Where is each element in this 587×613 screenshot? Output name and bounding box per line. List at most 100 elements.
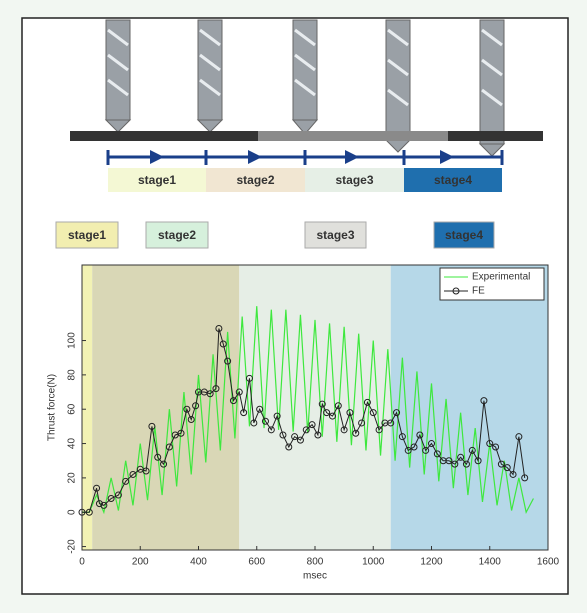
data-point: [422, 446, 430, 454]
x-tick-label: 200: [132, 557, 149, 568]
y-tick-label: 100: [67, 332, 78, 349]
y-tick-label: -20: [67, 539, 78, 554]
data-point: [451, 460, 459, 468]
data-point: [206, 390, 214, 398]
y-axis-label: Thrust force(N): [47, 374, 58, 441]
y-tick-label: 60: [67, 403, 78, 415]
stage-key-label: stage4: [445, 228, 483, 242]
data-point: [256, 405, 264, 413]
data-point: [328, 412, 336, 420]
data-point: [100, 501, 108, 509]
data-point: [369, 409, 377, 417]
data-point: [474, 457, 482, 465]
data-point: [267, 426, 275, 434]
data-point: [509, 470, 517, 478]
data-point: [192, 402, 200, 410]
plot-border: [81, 264, 549, 551]
x-tick-label: 1400: [479, 557, 502, 568]
data-point: [358, 419, 366, 427]
x-tick-label: 600: [248, 557, 265, 568]
data-point: [515, 433, 523, 441]
data-point: [486, 440, 494, 448]
data-point: [492, 443, 500, 451]
x-tick-label: 1000: [362, 557, 385, 568]
legend-marker: [452, 287, 460, 295]
stage-region: [82, 265, 93, 550]
data-point: [250, 419, 258, 427]
stage-box: [108, 168, 206, 192]
data-point: [308, 421, 316, 429]
data-point: [296, 436, 304, 444]
data-point: [107, 494, 115, 502]
data-point: [279, 431, 287, 439]
timeline: [106, 150, 504, 165]
data-point: [160, 460, 168, 468]
data-point: [468, 446, 476, 454]
data-point: [416, 431, 424, 439]
stage-key-label: stage2: [158, 228, 196, 242]
x-tick-label: 1600: [537, 557, 560, 568]
data-point: [462, 460, 470, 468]
data-point: [428, 440, 435, 448]
drill-flutes: [107, 28, 503, 107]
data-point: [142, 467, 150, 475]
stages: stage1 stage2 stage3 stage4 stage1 stage2 stag…: [55, 168, 502, 249]
stage-region: [390, 265, 548, 550]
data-point: [229, 397, 237, 405]
stage-key: [304, 221, 367, 249]
x-tick-label: 0: [79, 557, 85, 568]
data-point: [154, 453, 162, 461]
data-point: [302, 426, 310, 434]
stage-label: stage4: [434, 173, 472, 187]
data-point: [122, 477, 130, 485]
stage-key-label: stage1: [68, 228, 106, 242]
data-point: [183, 405, 191, 413]
workpiece: [70, 131, 543, 141]
data-point: [521, 474, 529, 482]
legend-box: [439, 267, 545, 301]
legend-label: Experimental: [472, 272, 530, 283]
data-point: [224, 357, 232, 365]
data-point: [215, 325, 223, 333]
data-point: [129, 470, 137, 478]
data-point: [261, 417, 269, 425]
stage-label: stage3: [335, 173, 373, 187]
stage-label: stage1: [138, 173, 176, 187]
data-point: [410, 443, 418, 451]
data-point: [445, 457, 453, 465]
data-point: [387, 419, 395, 427]
x-tick-label: 800: [307, 557, 324, 568]
y-tick-label: 20: [67, 472, 78, 484]
y-tick-label: 80: [67, 369, 78, 381]
x-tick-label: 1200: [420, 557, 443, 568]
data-point: [212, 385, 220, 393]
series-line: [82, 306, 534, 515]
data-point: [404, 446, 412, 454]
data-point: [352, 429, 360, 437]
data-point: [285, 443, 293, 451]
data-point: [393, 409, 401, 417]
data-point: [363, 398, 371, 406]
plot: 0 200 400 600 800 1000 1200 1400 1600-2002040608…: [47, 264, 560, 582]
data-point: [177, 429, 185, 437]
data-point: [165, 443, 173, 451]
data-point: [375, 426, 383, 434]
series-line: [82, 328, 526, 513]
stage-key: [145, 221, 209, 249]
y-tick-label: 40: [67, 438, 78, 450]
data-point: [273, 412, 281, 420]
stage-box: [404, 168, 502, 192]
x-tick-label: 400: [190, 557, 207, 568]
stage-box: [206, 168, 305, 192]
data-point: [314, 431, 322, 439]
data-point: [187, 416, 195, 424]
data-point: [334, 402, 342, 410]
stage-key: [433, 221, 495, 249]
stage-key: [55, 221, 119, 249]
data-point: [240, 409, 248, 417]
y-tick-label: 0: [67, 509, 78, 515]
data-point: [93, 484, 101, 492]
stage-box: [305, 168, 404, 192]
